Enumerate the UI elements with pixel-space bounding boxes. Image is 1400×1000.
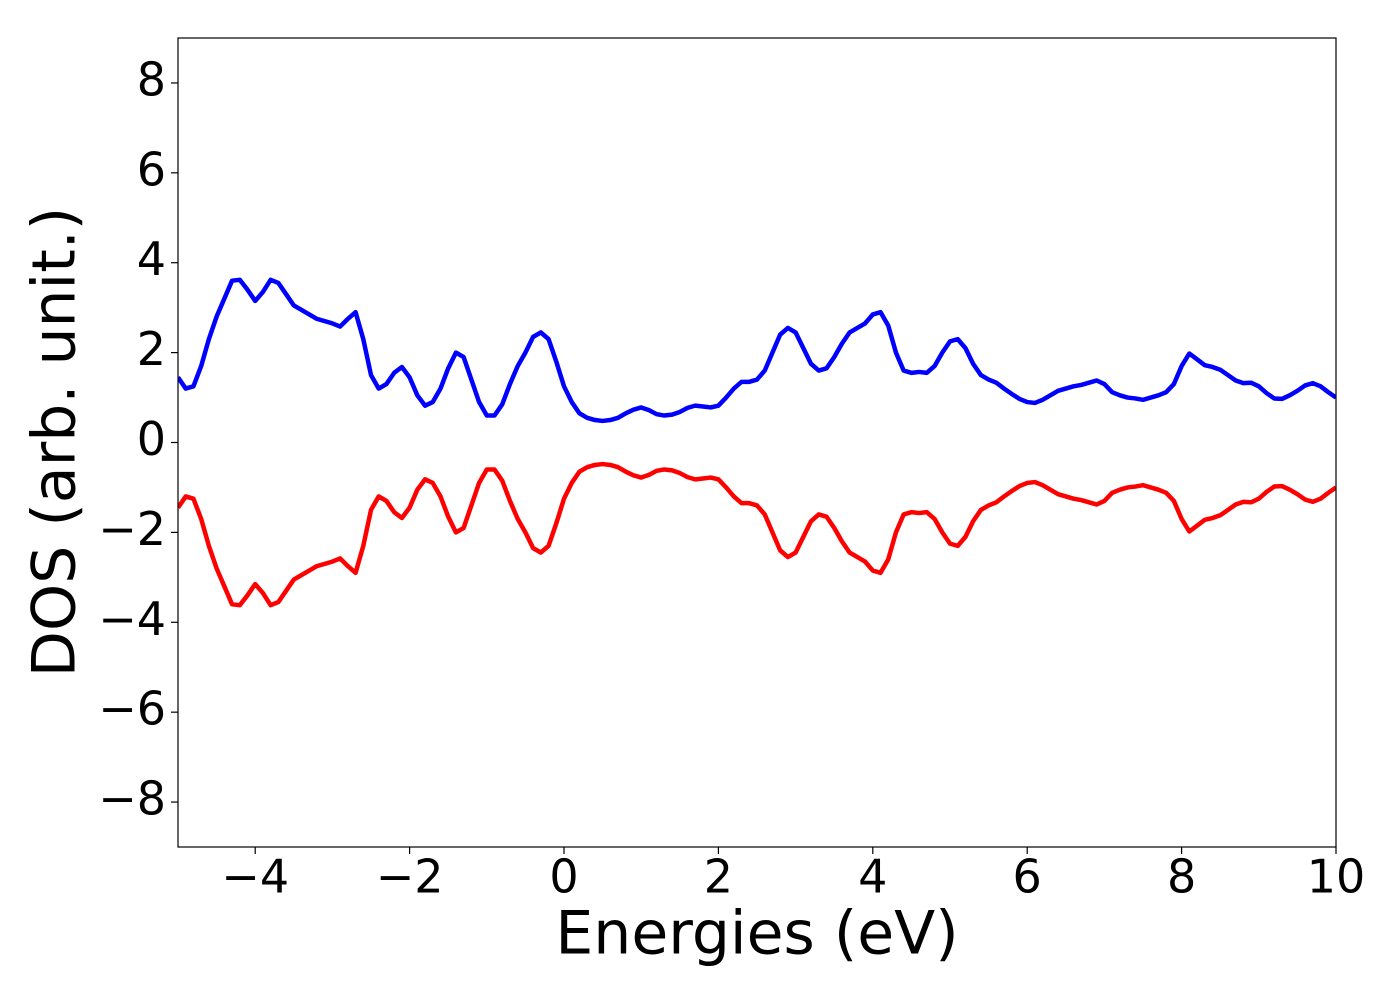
line-series: [178, 461, 1336, 608]
x-tick-label: 2: [704, 850, 733, 904]
y-tick-label: 6: [137, 142, 166, 196]
y-tick-label: 0: [137, 412, 166, 466]
y-tick-label: −2: [98, 502, 166, 556]
line-series: [178, 277, 1336, 424]
y-tick-label: −4: [98, 592, 166, 646]
x-tick-label: 10: [1307, 850, 1366, 904]
y-tick-label: 4: [137, 232, 166, 286]
x-tick-label: −4: [221, 850, 289, 904]
x-tick-label: −2: [376, 850, 444, 904]
plot-frame: [177, 37, 1337, 848]
x-tick-label: 4: [858, 850, 887, 904]
x-tick-label: 0: [549, 850, 578, 904]
y-tick-label: 8: [137, 52, 166, 106]
y-tick-label: 2: [137, 322, 166, 376]
x-axis-label: Energies (eV): [555, 899, 958, 969]
x-tick-label: 8: [1167, 850, 1196, 904]
x-tick-label: 6: [1013, 850, 1042, 904]
y-tick-label: −8: [98, 772, 166, 826]
y-tick-label: −6: [98, 682, 166, 736]
y-axis-label: DOS (arb. unit.): [20, 207, 90, 677]
